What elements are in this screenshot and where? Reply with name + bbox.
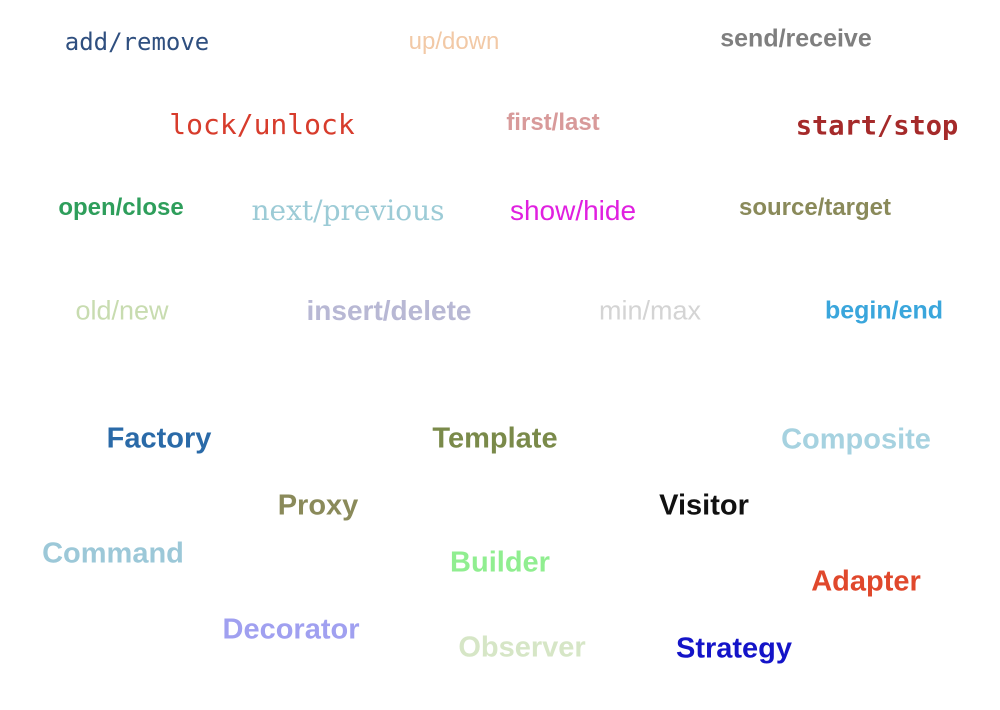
word-lock-unlock: lock/unlock [169,108,355,141]
word-decorator: Decorator [222,613,360,646]
word-start-stop: start/stop [795,110,959,142]
word-old-new: old/new [75,295,169,326]
word-factory: Factory [106,422,212,455]
word-source-target: source/target [738,194,892,221]
word-command: Command [42,537,184,570]
word-composite: Composite [781,423,931,456]
word-begin-end: begin/end [824,296,944,325]
word-strategy: Strategy [675,632,793,665]
word-next-previous: next/previous [251,194,445,227]
word-add-remove: add/remove [64,28,210,56]
word-open-close: open/close [58,194,184,221]
word-template: Template [432,422,558,455]
word-first-last: first/last [506,109,600,136]
word-send-receive: send/receive [720,24,872,53]
word-show-hide: show/hide [509,195,637,226]
word-observer: Observer [458,631,586,664]
word-min-max: min/max [598,295,702,326]
word-visitor: Visitor [659,489,749,522]
word-builder: Builder [450,546,550,579]
word-adapter: Adapter [811,565,921,598]
word-insert-delete: insert/delete [306,295,472,326]
word-up-down: up/down [408,28,500,55]
word-proxy: Proxy [277,489,359,522]
